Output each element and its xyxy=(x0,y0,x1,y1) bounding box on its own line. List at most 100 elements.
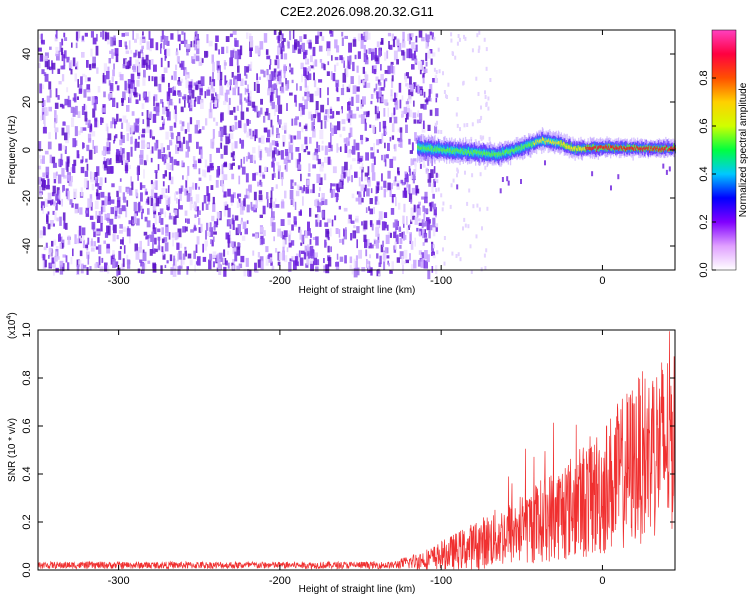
spectrogram-noise-cell xyxy=(143,160,147,166)
spectrogram-noise-cell xyxy=(43,246,47,251)
spectrogram-noise-cell xyxy=(192,59,196,64)
spectrogram-signal-cell xyxy=(451,146,454,154)
spectrogram-noise-cell xyxy=(167,185,170,193)
spectrogram-signal-cell xyxy=(428,147,430,151)
spectrogram-noise-cell xyxy=(277,115,279,123)
spectrogram-noise-cell xyxy=(363,31,366,36)
spectrogram-noise-cell xyxy=(236,265,241,271)
spectrogram-noise-cell xyxy=(417,259,421,267)
spectrogram-signal-cell xyxy=(449,148,451,152)
spectrogram-noise-cell xyxy=(90,171,92,180)
spectrogram-noise-cell xyxy=(387,107,389,117)
spectrogram-noise-cell xyxy=(173,109,175,119)
spectrogram-noise-cell xyxy=(480,105,482,110)
spectrogram-signal-cell xyxy=(644,146,646,150)
spectrogram-signal-cell xyxy=(578,147,581,151)
spectrogram-noise-cell xyxy=(354,171,358,178)
spectrogram-noise-cell xyxy=(151,146,154,154)
spectrogram-signal-cell xyxy=(544,137,546,142)
spectrogram-noise-cell xyxy=(282,246,285,252)
spectrogram-signal-cell xyxy=(660,148,662,151)
spectrogram-noise-cell xyxy=(106,138,110,148)
spectrogram-noise-cell xyxy=(277,169,280,179)
spectrogram-noise-cell xyxy=(250,201,253,210)
spectrogram-noise-cell xyxy=(152,223,155,230)
spectrogram-noise-cell xyxy=(115,261,119,268)
spectrogram-noise-cell xyxy=(232,259,235,269)
spectrogram-noise-cell xyxy=(362,66,365,74)
spectrogram-signal-cell xyxy=(594,146,597,149)
spectrogram-noise-cell xyxy=(310,233,312,238)
spectrogram-noise-cell xyxy=(358,191,362,198)
spectrogram-noise-cell xyxy=(106,243,110,249)
spectrogram-noise-cell xyxy=(397,202,401,210)
spectrogram-noise-cell xyxy=(160,35,163,43)
spectrogram-noise-cell xyxy=(463,123,466,128)
spectrogram-noise-cell xyxy=(134,243,138,252)
spectrogram-signal-cell xyxy=(598,146,600,152)
spectrogram-noise-cell xyxy=(278,252,283,261)
spectrogram-signal-cell xyxy=(422,147,424,150)
spectrogram-noise-cell xyxy=(245,173,249,183)
spectrogram-noise-cell xyxy=(270,261,273,266)
spectrogram-noise-cell xyxy=(382,240,384,247)
spectrogram-noise-cell xyxy=(240,231,242,236)
spectrogram-noise-cell xyxy=(421,219,424,229)
spectrogram-noise-cell xyxy=(130,146,133,157)
spectrogram-noise-cell xyxy=(381,133,384,143)
spectrogram-noise-cell xyxy=(309,137,312,144)
spectrogram-noise-cell xyxy=(48,106,52,112)
spectrogram-noise-cell xyxy=(223,207,227,217)
spectrogram-noise-cell xyxy=(181,121,185,127)
spectrogram-noise-cell xyxy=(53,179,57,184)
spectrogram-noise-cell xyxy=(112,69,115,77)
spectrogram-noise-cell xyxy=(316,259,320,266)
spectrogram-noise-cell xyxy=(296,83,298,91)
spectrogram-noise-cell xyxy=(431,52,436,57)
spectrogram-noise-cell xyxy=(187,253,192,259)
spectrogram-noise-cell xyxy=(119,246,122,250)
spectrogram-noise-cell xyxy=(463,217,466,222)
spectrogram-noise-cell xyxy=(198,168,201,175)
spectrogram-noise-cell xyxy=(190,41,193,48)
spectrogram-signal-cell xyxy=(471,151,473,155)
spectrogram-noise-cell xyxy=(274,59,278,66)
spectrogram-noise-cell xyxy=(223,60,226,70)
spectrogram-signal-cell xyxy=(643,146,645,150)
spectrogram-noise-cell xyxy=(340,174,344,181)
spectrogram-noise-cell xyxy=(55,30,58,39)
spectrogram-noise-cell xyxy=(53,200,56,207)
spectrogram-signal-cell xyxy=(556,141,558,145)
spectrogram-noise-cell xyxy=(423,259,425,269)
spectrogram-noise-cell xyxy=(148,59,151,70)
spectrogram-noise-cell xyxy=(380,244,384,253)
spectrogram-noise-cell xyxy=(74,208,78,214)
spectrogram-noise-cell xyxy=(87,96,91,101)
spectrogram-noise-cell xyxy=(355,197,360,202)
spectrogram-noise-cell xyxy=(246,204,250,213)
spectrogram-signal-cell xyxy=(552,141,554,144)
spectrogram-noise-cell xyxy=(346,113,351,121)
spectrogram-signal-cell xyxy=(656,146,658,149)
spectrogram-noise-cell xyxy=(214,100,218,107)
spectrogram-noise-cell xyxy=(317,206,321,213)
spectrogram-noise-cell xyxy=(62,186,64,193)
spectrogram-signal-cell xyxy=(533,141,535,145)
spectrogram-noise-cell xyxy=(319,220,322,227)
spectrogram-signal-cell xyxy=(547,139,549,142)
spectrogram-noise-cell xyxy=(47,211,50,215)
colorbar-tick-label: 0.6 xyxy=(698,118,710,133)
spectrogram-signal-cell xyxy=(559,141,561,145)
spectrogram-noise-cell xyxy=(164,264,167,268)
spectrogram-noise-cell xyxy=(245,66,249,73)
spectrogram-noise-cell xyxy=(299,86,302,91)
spectrogram-noise-cell xyxy=(309,189,313,194)
spectrogram-noise-cell xyxy=(307,151,311,155)
spectrogram-noise-cell xyxy=(79,207,83,215)
spectrogram-signal-cell xyxy=(422,144,425,152)
spectrogram-noise-cell xyxy=(169,87,172,93)
spectrogram-noise-cell xyxy=(160,143,164,153)
spectrogram-noise-cell xyxy=(300,62,304,70)
spectrogram-signal-cell xyxy=(461,148,463,154)
spectrogram-noise-cell xyxy=(257,110,261,117)
